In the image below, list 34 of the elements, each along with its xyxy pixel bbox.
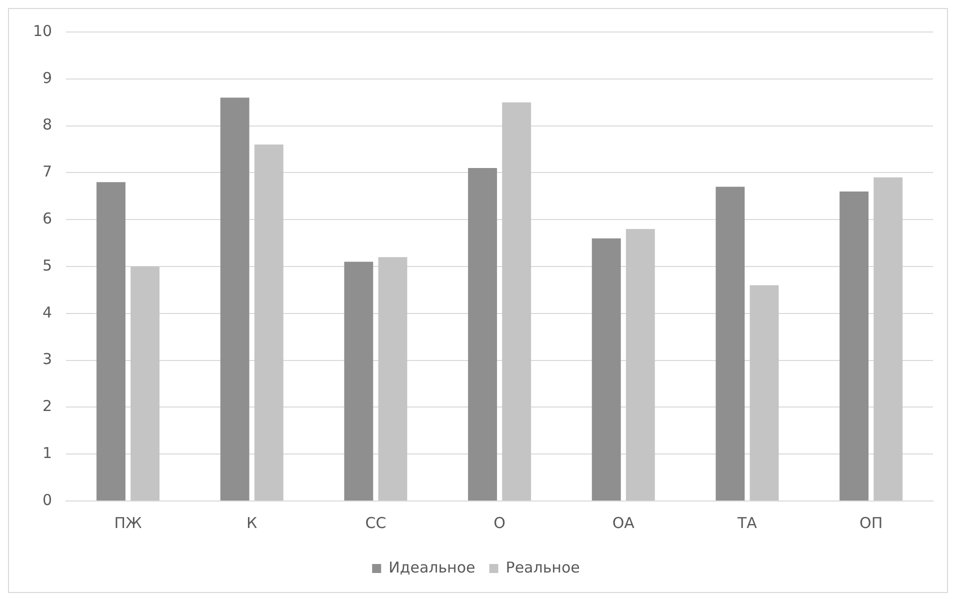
x-tick-label: О bbox=[494, 514, 506, 532]
x-tick-label: ОП bbox=[860, 514, 883, 532]
y-tick-label: 8 bbox=[42, 116, 52, 134]
y-tick-label: 7 bbox=[42, 162, 52, 181]
bar bbox=[96, 182, 126, 500]
y-tick-label: 1 bbox=[42, 444, 52, 462]
y-tick-label: 4 bbox=[42, 303, 52, 322]
x-tick-label: СС bbox=[365, 514, 386, 532]
x-tick-label: ОА bbox=[612, 514, 636, 532]
legend-label: Реальное bbox=[506, 558, 580, 576]
bar bbox=[874, 177, 903, 500]
legend-label: Идеальное bbox=[388, 558, 476, 576]
bar bbox=[468, 168, 497, 500]
y-tick-label: 9 bbox=[42, 68, 52, 87]
bar bbox=[502, 102, 532, 500]
bar bbox=[716, 186, 745, 500]
bar bbox=[220, 98, 250, 500]
bar bbox=[254, 144, 284, 500]
bar bbox=[378, 257, 408, 500]
y-tick-label: 5 bbox=[42, 256, 52, 274]
bar bbox=[750, 285, 779, 500]
bar bbox=[626, 228, 655, 500]
y-tick-label: 3 bbox=[42, 350, 52, 368]
y-tick-label: 10 bbox=[32, 22, 52, 40]
bar bbox=[344, 262, 374, 500]
bar bbox=[130, 266, 160, 500]
x-tick-label: ТА bbox=[736, 514, 758, 532]
y-tick-label: 6 bbox=[42, 209, 52, 228]
bar bbox=[840, 191, 869, 500]
y-tick-label: 2 bbox=[42, 397, 52, 416]
bar bbox=[592, 238, 621, 500]
x-tick-label: К bbox=[246, 514, 258, 532]
y-tick-label: 0 bbox=[42, 490, 52, 509]
x-tick-label: ПЖ bbox=[114, 514, 142, 532]
